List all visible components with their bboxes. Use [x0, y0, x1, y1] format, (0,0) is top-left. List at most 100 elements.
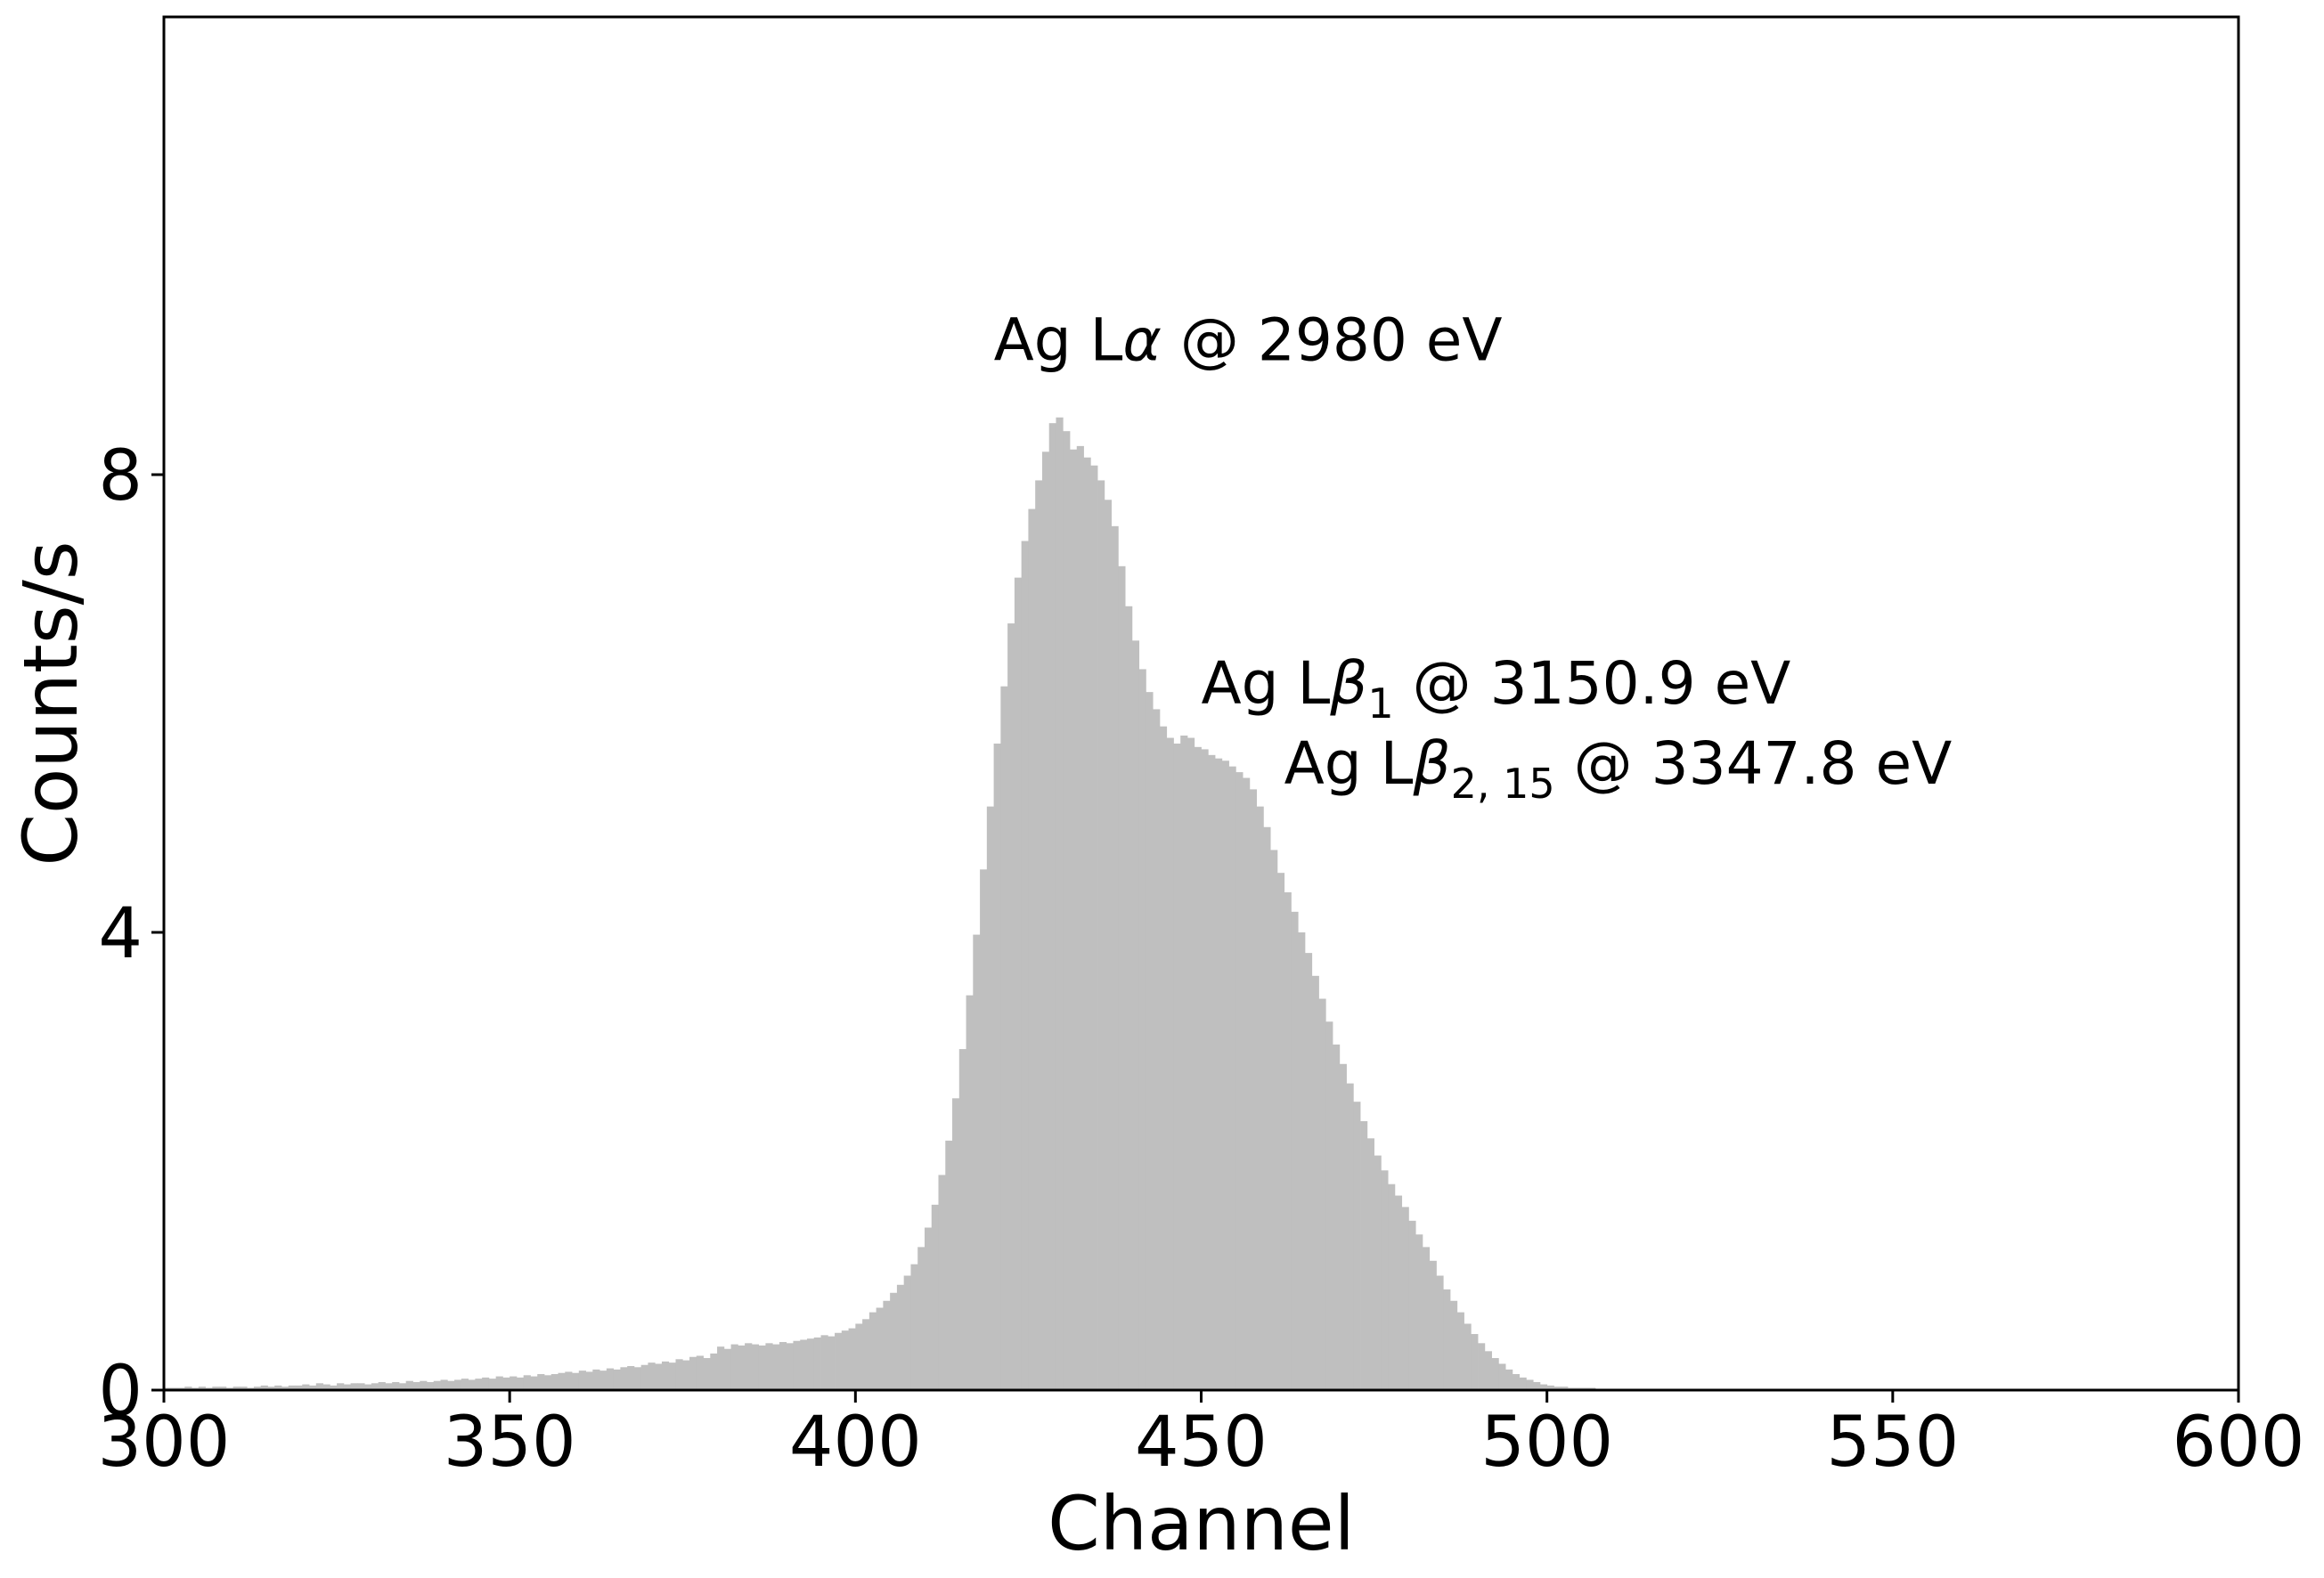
x-tick-label: 350 — [444, 1403, 576, 1483]
histogram-bars — [164, 418, 2238, 1390]
histogram-bar — [1153, 709, 1160, 1390]
histogram-bar — [1408, 1221, 1415, 1390]
histogram-bar — [1125, 606, 1132, 1390]
histogram-bar — [524, 1375, 531, 1390]
histogram-bar — [807, 1338, 814, 1390]
histogram-bar — [1215, 759, 1222, 1390]
x-tick-label: 500 — [1480, 1403, 1613, 1483]
histogram-bar — [1284, 892, 1292, 1390]
histogram-bar — [1381, 1170, 1388, 1390]
histogram-bar — [821, 1335, 828, 1390]
histogram-bar — [1187, 738, 1195, 1390]
peak-annotation: Ag Lβ1 @ 3150.9 eV — [1202, 649, 1791, 728]
histogram-bar — [1415, 1234, 1423, 1390]
histogram-bar — [932, 1205, 939, 1390]
x-tick-label: 550 — [1826, 1403, 1959, 1483]
histogram-bar — [489, 1379, 496, 1390]
histogram-bar — [1457, 1313, 1464, 1390]
histogram-bar — [877, 1307, 884, 1390]
histogram-bar — [537, 1374, 544, 1390]
histogram-bar — [1388, 1184, 1395, 1390]
histogram-bar — [475, 1379, 482, 1390]
histogram-bar — [1229, 767, 1236, 1390]
histogram-bar — [731, 1345, 738, 1390]
histogram-bar — [1360, 1121, 1367, 1390]
histogram-bar — [710, 1354, 717, 1390]
histogram-bar — [945, 1141, 952, 1390]
histogram-bar — [551, 1374, 559, 1390]
histogram-bar — [835, 1333, 842, 1390]
histogram-bar — [959, 1049, 966, 1390]
histogram-bar — [1340, 1064, 1347, 1390]
histogram-bar — [1485, 1351, 1492, 1390]
histogram-bar — [987, 807, 994, 1390]
histogram-bar — [1471, 1334, 1478, 1390]
histogram-bar — [675, 1359, 682, 1390]
histogram-bar — [461, 1379, 469, 1390]
histogram-bar — [1353, 1102, 1360, 1390]
histogram-bar — [565, 1371, 572, 1390]
y-tick-label: 8 — [98, 436, 143, 517]
histogram-bar — [682, 1361, 689, 1390]
histogram-bar — [717, 1346, 724, 1390]
histogram-bar — [793, 1341, 800, 1390]
y-tick-label: 4 — [98, 894, 143, 974]
histogram-bar — [1208, 755, 1215, 1390]
histogram-bar — [1478, 1343, 1485, 1390]
histogram-bar — [406, 1381, 413, 1390]
histogram-bar — [607, 1369, 614, 1390]
histogram-bar — [614, 1370, 621, 1390]
histogram-bar — [599, 1371, 607, 1390]
histogram-bar — [1090, 466, 1097, 1390]
histogram-bar — [1195, 747, 1202, 1390]
histogram-bar — [1243, 778, 1250, 1390]
histogram-bar — [800, 1339, 807, 1390]
histogram-bar — [973, 935, 980, 1390]
histogram-bar — [634, 1367, 641, 1390]
histogram-bar — [1305, 953, 1312, 1390]
histogram-bar — [1007, 623, 1015, 1390]
histogram-bar — [1077, 446, 1084, 1390]
histogram-bar — [544, 1375, 551, 1390]
histogram-bar — [849, 1329, 856, 1390]
histogram-bar — [1028, 509, 1035, 1390]
y-tick-label: 0 — [98, 1352, 143, 1432]
histogram-bar — [787, 1343, 794, 1390]
histogram-bar — [1291, 912, 1298, 1390]
histogram-bar — [1312, 976, 1319, 1390]
histogram-bar — [704, 1358, 711, 1390]
histogram-bar — [669, 1362, 676, 1390]
histogram-bar — [738, 1346, 745, 1390]
histogram-bar — [1105, 500, 1112, 1390]
histogram-bar — [1277, 873, 1284, 1390]
histogram-bar — [1118, 566, 1125, 1390]
histogram-bar — [1097, 480, 1105, 1390]
y-axis-ticks: 0 4 8 — [98, 436, 164, 1432]
histogram-bar — [1112, 526, 1119, 1390]
histogram-bar — [1402, 1207, 1409, 1390]
histogram-bar — [1450, 1301, 1457, 1390]
histogram-bar — [862, 1319, 869, 1390]
histogram-bar — [925, 1228, 932, 1390]
histogram-bar — [641, 1365, 648, 1390]
peak-annotation: Ag Lβ2, 15 @ 3347.8 eV — [1284, 729, 1953, 808]
histogram-bar — [1173, 744, 1180, 1390]
histogram-bar — [904, 1276, 911, 1391]
histogram-bar — [883, 1301, 890, 1390]
histogram-bar — [1374, 1156, 1382, 1390]
histogram-bar — [572, 1373, 579, 1390]
x-axis-title: Channel — [1048, 1480, 1355, 1567]
histogram-bar — [779, 1342, 787, 1390]
histogram-bar — [752, 1345, 759, 1390]
histogram-bar — [1318, 999, 1325, 1390]
histogram-bar — [502, 1378, 510, 1390]
x-axis-ticks: 300 350 400 450 500 550 600 — [98, 1390, 2305, 1483]
histogram-bar — [655, 1363, 662, 1390]
x-tick-label: 450 — [1135, 1403, 1268, 1483]
histogram-bar — [510, 1377, 517, 1390]
histogram-bar — [1015, 578, 1022, 1390]
histogram-bar — [1347, 1084, 1354, 1390]
histogram-bar — [559, 1373, 566, 1390]
histogram-bar — [1056, 418, 1063, 1390]
